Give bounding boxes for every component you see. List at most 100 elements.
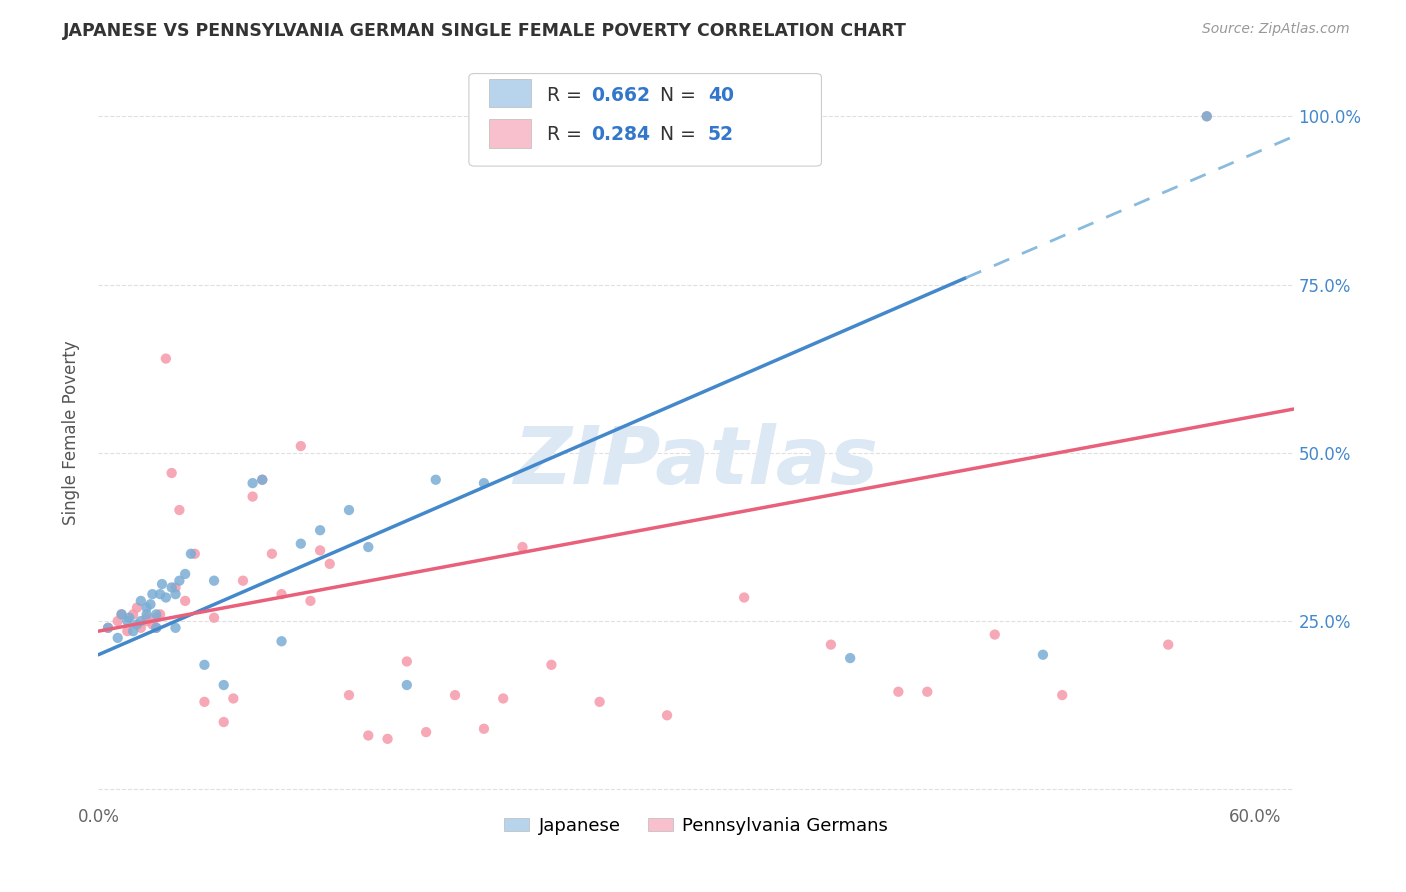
Point <box>357 729 380 743</box>
Point <box>472 476 495 491</box>
Point <box>1157 638 1180 652</box>
Point <box>270 587 292 601</box>
Point <box>1032 648 1054 662</box>
Point <box>309 523 332 537</box>
Point <box>337 688 360 702</box>
Point <box>150 577 173 591</box>
Point <box>472 722 495 736</box>
Point <box>135 614 157 628</box>
Point <box>212 714 235 729</box>
Point <box>193 657 215 672</box>
Point <box>309 543 332 558</box>
Point <box>252 473 274 487</box>
Point <box>202 611 225 625</box>
Point <box>169 503 191 517</box>
Point <box>117 624 139 639</box>
Point <box>290 536 312 550</box>
Point <box>145 611 167 625</box>
Point <box>129 614 152 628</box>
Text: R =: R = <box>547 86 588 104</box>
Legend: Japanese, Pennsylvania Germans: Japanese, Pennsylvania Germans <box>496 809 896 842</box>
Point <box>135 600 157 615</box>
Point <box>149 607 172 622</box>
Text: 40: 40 <box>709 86 734 104</box>
Point <box>118 611 141 625</box>
Point <box>512 540 534 554</box>
Point <box>174 594 197 608</box>
Point <box>260 547 283 561</box>
Point <box>139 597 162 611</box>
Point <box>193 695 215 709</box>
FancyBboxPatch shape <box>489 78 531 107</box>
Point <box>222 691 245 706</box>
Point <box>820 638 842 652</box>
Point <box>733 591 755 605</box>
Point <box>107 631 129 645</box>
Point <box>141 587 163 601</box>
FancyBboxPatch shape <box>489 120 531 147</box>
Point <box>357 540 380 554</box>
Point <box>212 678 235 692</box>
Point <box>415 725 437 739</box>
Point <box>839 651 862 665</box>
Point <box>174 566 197 581</box>
Text: 52: 52 <box>709 126 734 145</box>
Point <box>395 655 418 669</box>
Point <box>917 685 939 699</box>
Point <box>141 617 163 632</box>
Point <box>110 607 132 622</box>
Point <box>125 617 148 632</box>
Point <box>165 581 187 595</box>
Text: Source: ZipAtlas.com: Source: ZipAtlas.com <box>1202 22 1350 37</box>
Point <box>129 594 152 608</box>
Point <box>984 627 1007 641</box>
Point <box>337 503 360 517</box>
Point <box>122 607 145 622</box>
Text: R =: R = <box>547 126 588 145</box>
Point <box>184 547 207 561</box>
Point <box>290 439 312 453</box>
Point <box>242 476 264 491</box>
Point <box>425 473 447 487</box>
Point <box>107 614 129 628</box>
Point <box>1195 109 1218 123</box>
Point <box>270 634 292 648</box>
Point <box>145 621 167 635</box>
Point <box>252 473 274 487</box>
Text: ZIPatlas: ZIPatlas <box>513 423 879 501</box>
Point <box>1050 688 1073 702</box>
Point <box>135 611 157 625</box>
Point <box>887 685 910 699</box>
Point <box>160 581 183 595</box>
Point <box>180 547 202 561</box>
FancyBboxPatch shape <box>470 73 821 166</box>
Point <box>155 351 177 366</box>
Point <box>117 614 139 628</box>
Point <box>97 621 120 635</box>
Point <box>122 624 145 639</box>
Text: N =: N = <box>661 86 702 104</box>
Point <box>155 591 177 605</box>
Point <box>242 490 264 504</box>
Point <box>540 657 562 672</box>
Y-axis label: Single Female Poverty: Single Female Poverty <box>62 341 80 524</box>
Point <box>319 557 342 571</box>
Point <box>232 574 254 588</box>
Text: 0.662: 0.662 <box>591 86 650 104</box>
Point <box>395 678 418 692</box>
Point <box>444 688 467 702</box>
Point <box>125 600 148 615</box>
Point <box>149 587 172 601</box>
Point <box>165 587 187 601</box>
Point <box>377 731 399 746</box>
Text: 0.284: 0.284 <box>591 126 650 145</box>
Point <box>135 607 157 622</box>
Point <box>202 574 225 588</box>
Text: N =: N = <box>661 126 702 145</box>
Point <box>1195 109 1218 123</box>
Text: JAPANESE VS PENNSYLVANIA GERMAN SINGLE FEMALE POVERTY CORRELATION CHART: JAPANESE VS PENNSYLVANIA GERMAN SINGLE F… <box>63 22 907 40</box>
Point <box>655 708 678 723</box>
Point <box>145 607 167 622</box>
Point <box>110 607 132 622</box>
Point <box>588 695 610 709</box>
